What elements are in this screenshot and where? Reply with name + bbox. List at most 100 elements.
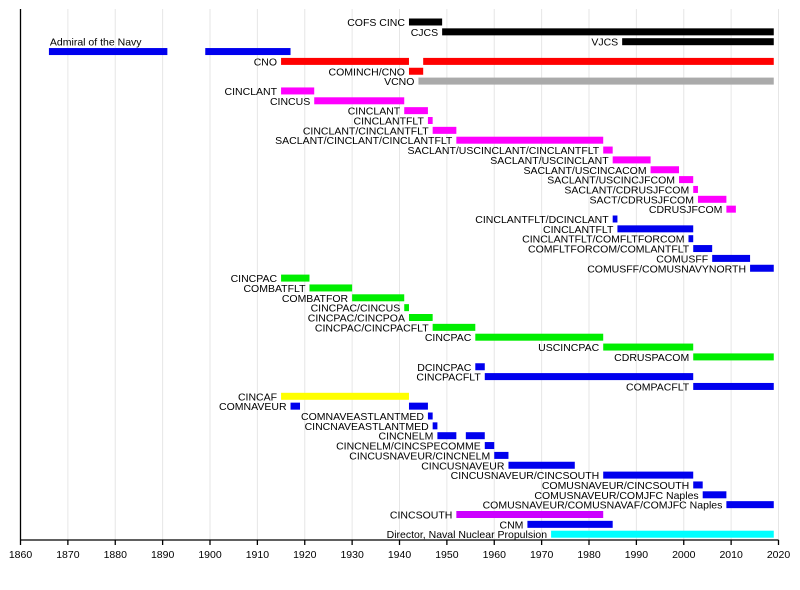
row-label: CINCLANTFLT/COMFLTFORCOM — [522, 234, 684, 246]
x-tick-label: 2010 — [719, 549, 743, 561]
row-label: CINCAF — [238, 391, 277, 403]
timeline-bar — [408, 402, 428, 410]
row-label: COMBATFOR — [282, 293, 349, 305]
timeline-bar — [432, 422, 438, 430]
timeline-bar — [612, 215, 618, 223]
timeline-bar — [475, 333, 604, 341]
row-label: CNO — [254, 56, 277, 68]
row-label: Director, Naval Nuclear Propulsion — [387, 529, 548, 541]
row-labels: COFS CINC CJCS VJCS Admiral of the Navy CNO C… — [50, 17, 746, 541]
timeline-bar — [408, 18, 443, 26]
timeline-bar — [603, 471, 694, 479]
timeline-bar — [693, 185, 698, 193]
timeline-bar — [281, 87, 315, 95]
row-label: VCNO — [384, 76, 414, 88]
row-label: SACT/CDRUSJFCOM — [590, 194, 694, 206]
grid-lines — [67, 9, 779, 540]
row-label: CINCLANT — [348, 106, 401, 118]
timeline-bar — [465, 432, 485, 440]
timeline-bar — [404, 107, 428, 115]
timeline-bar — [603, 343, 694, 351]
timeline-bar — [693, 353, 774, 361]
timeline-bar — [418, 77, 774, 85]
row-label: COMUSNAVEUR/COMJFC Naples — [534, 490, 698, 502]
timeline-bar — [527, 520, 613, 528]
row-label: CINCPAC/CINCPOA — [308, 313, 405, 325]
row-label: COMUSNAVEUR/COMUSNAVAF/COMJFC Naples — [483, 500, 723, 512]
row-label: SACLANT/USCINCLANT/CINCLANTFLT — [407, 145, 599, 157]
timeline-bar — [726, 205, 736, 213]
timeline-bar — [612, 156, 651, 164]
x-tick-label: 1910 — [246, 549, 270, 561]
timeline-bar — [702, 491, 727, 499]
timeline-bar — [679, 176, 694, 184]
row-label: CINCLANTFLT — [543, 224, 614, 236]
timeline-bar — [551, 530, 774, 538]
row-label: COMUSFF — [656, 253, 708, 265]
timeline-bar — [693, 382, 774, 390]
row-label: CINCLANTFLT/DCINCLANT — [475, 214, 609, 226]
row-label: CINCUSNAVEUR — [421, 460, 505, 472]
row-label: USCINCPAC — [538, 342, 599, 354]
timeline-bar — [693, 481, 703, 489]
timeline-bar — [688, 235, 694, 243]
row-label: COFS CINC — [347, 17, 405, 29]
timeline-bar — [309, 284, 353, 292]
row-label: COMNAVEUR — [219, 401, 287, 413]
timeline-bar — [603, 146, 613, 154]
row-label: COMINCH/CNO — [329, 66, 405, 78]
x-tick-label: 1900 — [198, 549, 222, 561]
row-label: SACLANT/CDRUSJFCOM — [564, 184, 689, 196]
row-label: CINCPAC/CINCUS — [311, 303, 401, 315]
row-label: CINCUSNAVEUR/CINCSOUTH — [451, 470, 600, 482]
row-label: Admiral of the Navy — [50, 37, 142, 49]
x-tick-label: 1880 — [104, 549, 128, 561]
timeline-bar — [508, 461, 575, 469]
row-label: CINCLANTFLT — [354, 116, 425, 128]
timeline-bar — [432, 323, 476, 331]
row-label: COMUSNAVEUR/CINCSOUTH — [542, 480, 689, 492]
x-tick-label: 1940 — [388, 549, 412, 561]
row-label: COMUSFF/COMUSNAVYNORTH — [587, 263, 746, 275]
timeline-bar — [48, 48, 168, 56]
x-tick-label: 1890 — [151, 549, 175, 561]
row-label: CINCNAVEASTLANTMED — [305, 421, 429, 433]
timeline-bar — [427, 117, 433, 124]
timeline-bar — [693, 245, 713, 253]
timeline-bar — [408, 314, 433, 321]
timeline-bar — [423, 57, 774, 65]
timeline-bar — [432, 126, 457, 134]
x-tick-label: 1990 — [625, 549, 649, 561]
row-label: CINCNELM/CINCSPECOMME — [336, 441, 481, 453]
row-label: CINCNELM — [379, 431, 434, 443]
timeline-bar — [352, 294, 405, 302]
timeline-bar — [408, 67, 424, 75]
x-tick-label: 1980 — [577, 549, 601, 561]
row-label: SACLANT/CINCLANT/CINCLANTFLT — [275, 135, 453, 147]
timeline-bar — [484, 442, 495, 450]
timeline-bar — [281, 392, 409, 400]
row-label: CINCLANT/CINCLANTFLT — [303, 125, 429, 137]
timeline-bar — [281, 57, 409, 65]
row-label: VJCS — [591, 37, 618, 49]
row-label: CJCS — [411, 27, 438, 39]
timeline-bar — [456, 511, 604, 518]
row-label: CINCSOUTH — [390, 510, 452, 522]
row-label: COMNAVEASTLANTMED — [301, 411, 424, 423]
row-label: CINCPAC — [231, 273, 278, 285]
timeline-bar — [456, 136, 604, 144]
x-tick-label: 2020 — [767, 549, 791, 561]
x-tick-label: 1930 — [340, 549, 364, 561]
timeline-bar — [437, 432, 457, 440]
x-tick-label: 1970 — [530, 549, 554, 561]
row-label: CINCPAC/CINCPACFLT — [315, 322, 429, 334]
row-label: CINCUSNAVEUR/CINCNELM — [349, 450, 490, 462]
row-label: SACLANT/USCINCLANT — [490, 155, 609, 167]
timeline-bar — [427, 412, 433, 420]
x-tick-label: 1860 — [9, 549, 33, 561]
row-label: COMFLTFORCOM/COMLANTFLT — [528, 244, 690, 256]
timeline-bar — [404, 304, 409, 312]
timeline-bar — [697, 195, 727, 203]
timeline-bar — [617, 225, 694, 233]
